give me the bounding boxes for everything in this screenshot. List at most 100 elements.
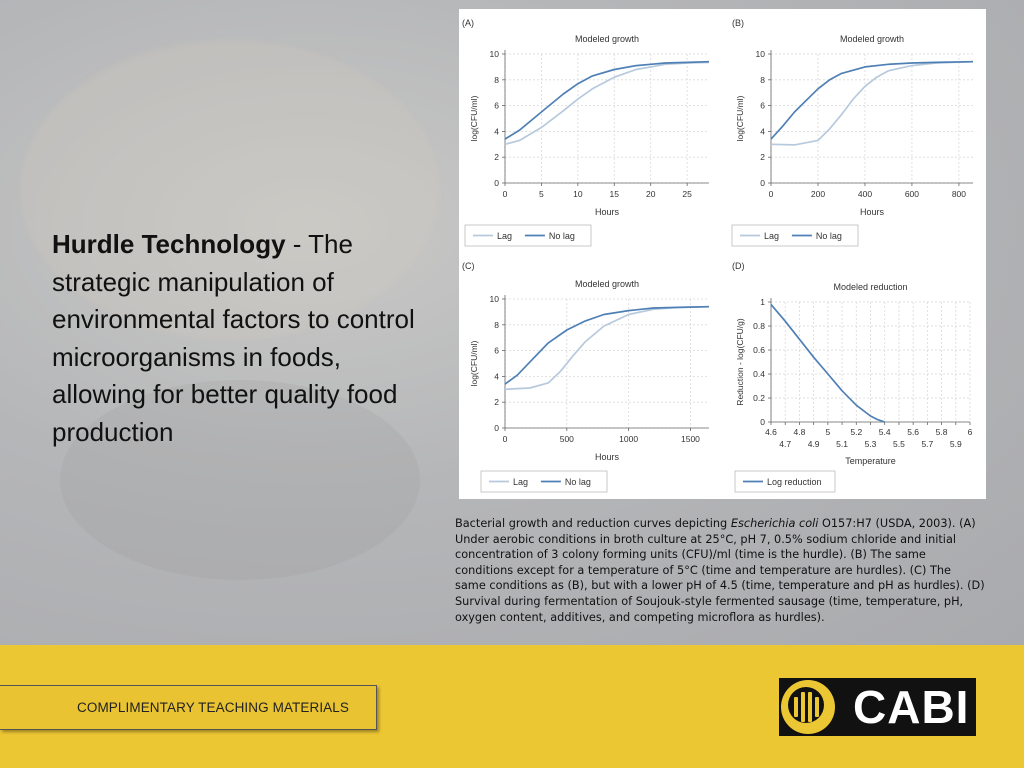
series-line-lag (504, 305, 710, 391)
y-tick-label: 10 (490, 294, 500, 304)
y-tick-label: 8 (494, 320, 499, 330)
y-tick-label: 2 (494, 397, 499, 407)
legend-label: No lag (816, 231, 842, 241)
y-tick-label: 0 (760, 178, 765, 188)
y-tick-label: 6 (494, 346, 499, 356)
x-tick-label: 4.8 (794, 427, 806, 437)
y-tick-label: 0.4 (753, 369, 765, 379)
x-tick-label: 500 (560, 434, 574, 444)
legend-label: No lag (565, 477, 591, 487)
y-tick-label: 0.6 (753, 345, 765, 355)
chart-title: Modeled reduction (833, 282, 907, 292)
y-tick-label: 2 (760, 152, 765, 162)
x-tick-label: 25 (682, 189, 692, 199)
y-axis-label: log(CFU/ml) (469, 95, 479, 141)
x-tick-label: 0 (503, 189, 508, 199)
y-axis-label: log(CFU/ml) (735, 95, 745, 141)
y-tick-label: 6 (760, 101, 765, 111)
cabi-logo-emblem-bar (815, 697, 819, 717)
y-tick-label: 4 (494, 371, 499, 381)
x-tick-label: 5.8 (936, 427, 948, 437)
chart-title: Modeled growth (575, 279, 639, 289)
chart-title: Modeled growth (575, 34, 639, 44)
x-tick-label: 5.5 (893, 439, 905, 449)
series-line-log-reduction (770, 303, 885, 423)
x-tick-label: 800 (952, 189, 966, 199)
teaching-materials-banner: COMPLIMENTARY TEACHING MATERIALS (0, 685, 377, 730)
chart-title: Modeled growth (840, 34, 904, 44)
x-tick-label: 5 (539, 189, 544, 199)
x-tick-label: 5.9 (950, 439, 962, 449)
y-tick-label: 2 (494, 152, 499, 162)
y-tick-label: 0 (494, 423, 499, 433)
panel-letter: (B) (732, 18, 744, 28)
figure-panel: (A) Modeled growth 0 5 10 15 20 25 0 2 4 6 8 10 Hours l… (459, 9, 986, 499)
x-tick-label: 5.7 (921, 439, 933, 449)
background-shape (60, 380, 420, 580)
y-tick-label: 6 (494, 101, 499, 111)
panel-letter: (D) (732, 261, 745, 271)
x-axis-label: Hours (860, 207, 885, 217)
caption-intro: Bacterial growth and reduction curves de… (455, 517, 731, 530)
series-line-lag (770, 60, 974, 146)
x-tick-label: 10 (573, 189, 583, 199)
cabi-logo-emblem-bar (801, 692, 805, 722)
slide-body-text: Hurdle Technology - The strategic manipu… (52, 226, 432, 451)
cabi-logo-emblem-bar (808, 692, 812, 722)
x-axis-label: Hours (595, 452, 620, 462)
x-tick-label: 200 (811, 189, 825, 199)
x-tick-label: 5.3 (865, 439, 877, 449)
x-tick-label: 5.2 (850, 427, 862, 437)
series-line-no-lag (504, 60, 710, 140)
heading-term: Hurdle Technology (52, 229, 286, 259)
x-tick-label: 15 (610, 189, 620, 199)
cabi-logo: CABI (779, 678, 976, 736)
y-tick-label: 0.8 (753, 321, 765, 331)
x-axis-label: Hours (595, 207, 620, 217)
x-tick-label: 600 (905, 189, 919, 199)
legend-label: Lag (764, 231, 779, 241)
y-tick-label: 10 (756, 49, 766, 59)
x-tick-label: 1000 (619, 434, 638, 444)
x-tick-label: 5.4 (879, 427, 891, 437)
x-tick-label: 4.6 (765, 427, 777, 437)
y-axis-label: log(CFU/ml) (469, 340, 479, 386)
x-tick-label: 5 (825, 427, 830, 437)
x-tick-label: 20 (646, 189, 656, 199)
caption-body: O157:H7 (USDA, 2003). (A) Under aerobic … (455, 517, 985, 624)
x-tick-label: 4.9 (808, 439, 820, 449)
y-tick-label: 1 (760, 297, 765, 307)
series-line-no-lag (770, 60, 974, 140)
series-line-no-lag (504, 305, 710, 385)
x-tick-label: 4.7 (779, 439, 791, 449)
x-tick-label: 400 (858, 189, 872, 199)
figure-caption: Bacterial growth and reduction curves de… (455, 516, 985, 625)
y-tick-label: 0.2 (753, 393, 765, 403)
legend-label: No lag (549, 231, 575, 241)
legend-label: Log reduction (767, 477, 822, 487)
x-tick-label: 5.1 (836, 439, 848, 449)
x-tick-label: 6 (968, 427, 973, 437)
series-line-lag (504, 61, 710, 146)
y-tick-label: 8 (494, 75, 499, 85)
y-tick-label: 10 (490, 49, 500, 59)
x-axis-label: Temperature (845, 456, 896, 466)
y-tick-label: 8 (760, 75, 765, 85)
x-tick-label: 5.6 (907, 427, 919, 437)
panel-letter: (A) (462, 18, 474, 28)
cabi-logo-wordmark-box (845, 682, 971, 732)
panel-letter: (C) (462, 261, 475, 271)
legend-box (734, 470, 836, 493)
x-tick-label: 0 (503, 434, 508, 444)
caption-species: Escherichia coli (730, 517, 819, 530)
y-tick-label: 0 (494, 178, 499, 188)
background-shape (20, 40, 440, 340)
x-tick-label: 1500 (681, 434, 700, 444)
cabi-logo-emblem-bar (794, 697, 798, 717)
y-axis-label: Reduction - log(CFU/g) (735, 318, 745, 406)
y-tick-label: 4 (760, 126, 765, 136)
legend-label: Lag (513, 477, 528, 487)
x-tick-label: 0 (769, 189, 774, 199)
y-tick-label: 0 (760, 417, 765, 427)
